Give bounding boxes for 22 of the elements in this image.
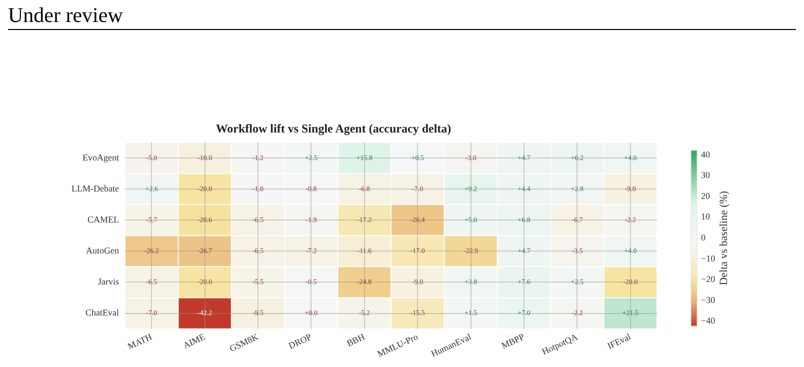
text: Under review bbox=[8, 3, 796, 30]
x-tick-label: DROP bbox=[287, 332, 314, 351]
color-bar-label: −20 bbox=[701, 274, 716, 284]
color-bar-label: 20 bbox=[701, 190, 710, 201]
color-bar-label: 30 bbox=[701, 170, 710, 180]
color-bar-label: −40 bbox=[701, 316, 716, 326]
color-bar-title: Delta vs baseline (%) bbox=[718, 190, 730, 286]
color-bar-label: −10 bbox=[701, 253, 716, 264]
y-tick-label: AutoGen bbox=[86, 246, 120, 256]
y-tick-label: LLM-Debate bbox=[72, 183, 119, 194]
x-tick-label: BBH bbox=[345, 331, 367, 348]
color-bar-label: −30 bbox=[701, 294, 716, 305]
x-tick-label: MBPP bbox=[500, 332, 526, 351]
color-bar-label: 0 bbox=[701, 232, 706, 242]
y-tick-label: ChatEval bbox=[86, 308, 120, 318]
color-bar-label: 40 bbox=[701, 149, 710, 160]
x-tick-label: AIME bbox=[182, 331, 208, 350]
y-tick-label: Jarvis bbox=[98, 276, 120, 287]
y-tick-label: EvoAgent bbox=[82, 152, 120, 162]
y-tick-label: CAMEL bbox=[88, 214, 119, 224]
chart-title: Workflow lift vs Single Agent (accuracy delta) bbox=[216, 121, 452, 136]
color-bar-label: 10 bbox=[701, 212, 710, 222]
